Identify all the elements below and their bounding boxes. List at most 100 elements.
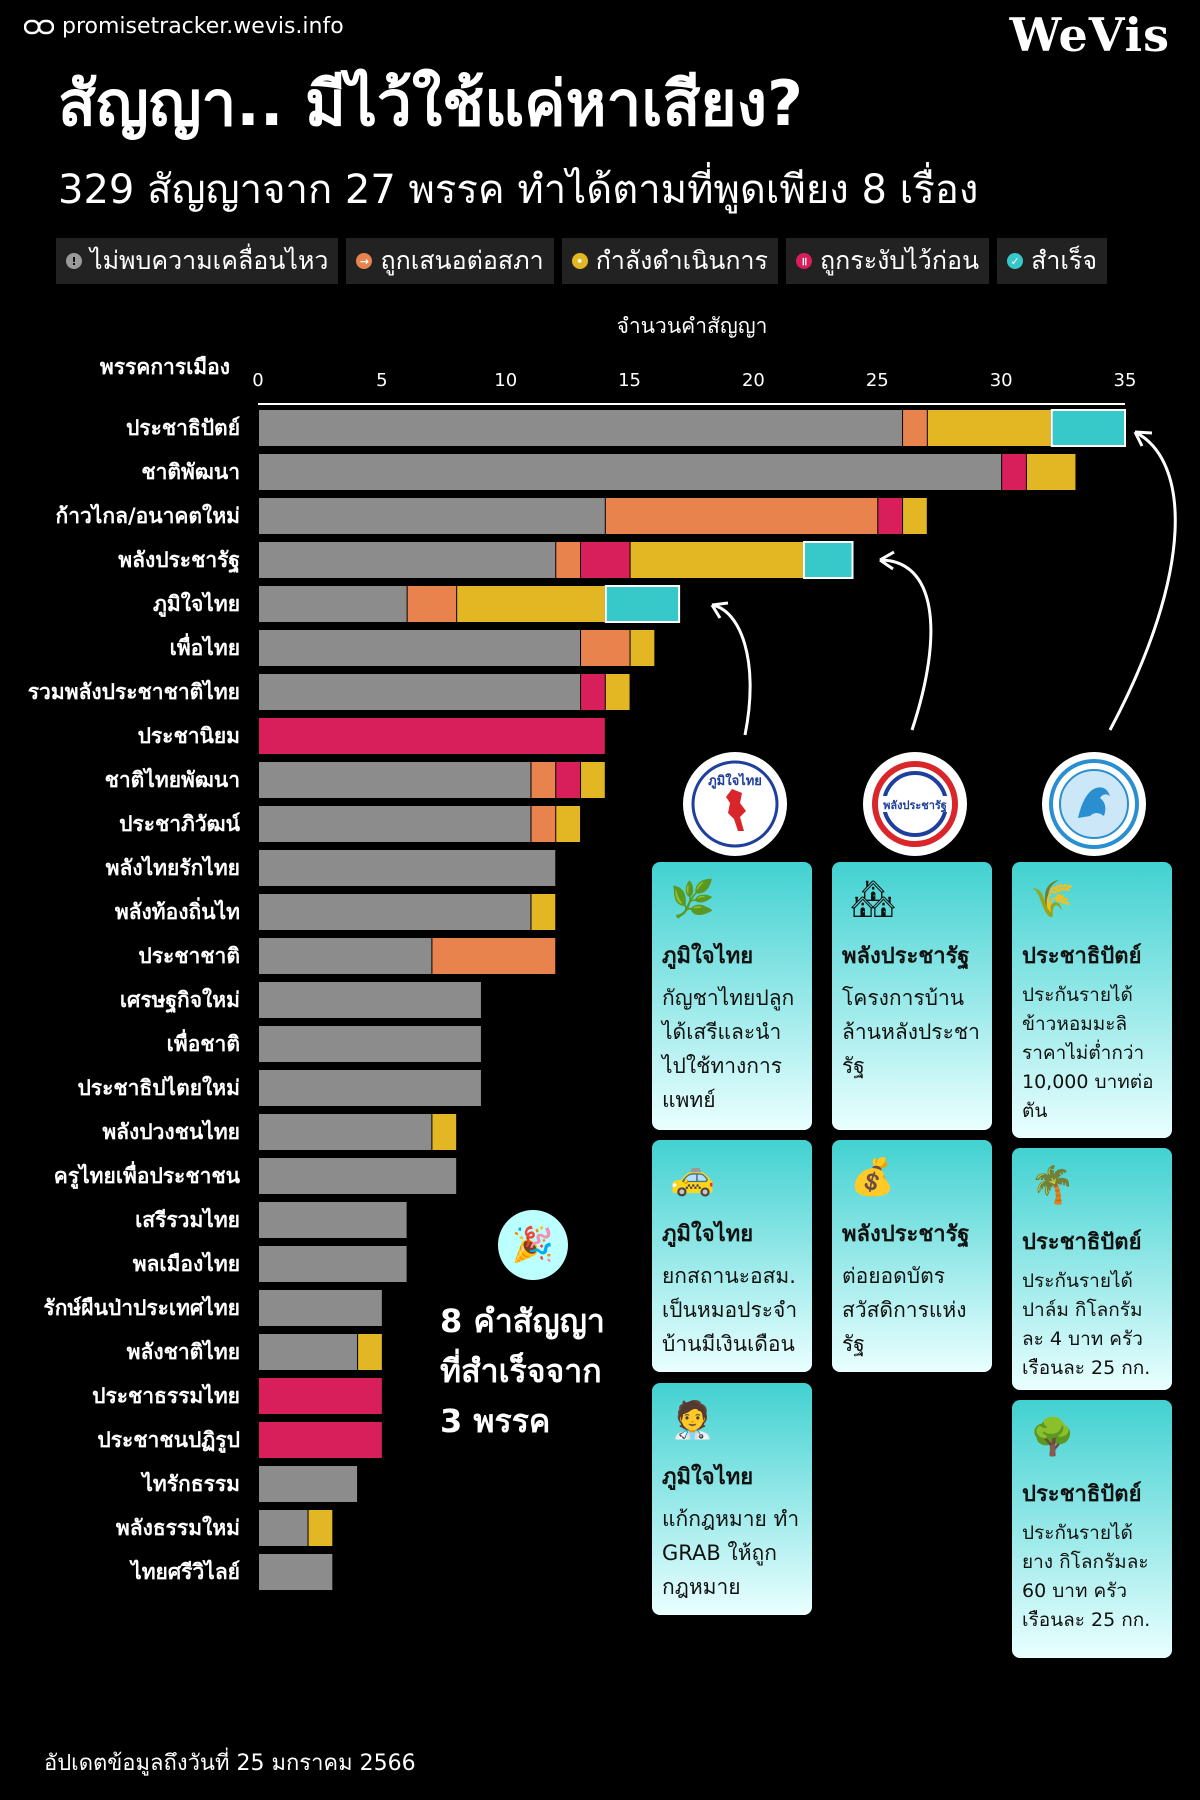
legend-item-success: ✓ สำเร็จ (997, 238, 1107, 284)
bar-segment (604, 585, 681, 623)
legend-label: ถูกระงับไว้ก่อน (820, 246, 980, 275)
bar-segment (259, 806, 531, 842)
card-party: ประชาธิปัตย์ (1022, 1482, 1142, 1507)
bar-segment (802, 541, 854, 579)
bar-segment (1050, 409, 1126, 447)
bars (259, 409, 1126, 1590)
legend-item-proposed: → ถูกเสนอต่อสภา (346, 238, 554, 284)
update-date: อัปเดตข้อมูลถึงวันที่ 25 มกราคม 2566 (44, 1751, 416, 1776)
category-label: พลเมืองไทย (133, 1251, 240, 1276)
promise-card: 🌳 ประชาธิปัตย์ ประกันรายได้ยาง กิโลกรัมล… (1012, 1400, 1172, 1658)
category-label: ประชาธรรมไทย (92, 1383, 240, 1408)
bar-segment (259, 1246, 407, 1282)
bar-segment (259, 1378, 382, 1414)
tree-icon: 🌳 (1030, 1417, 1075, 1458)
bar-segment (259, 718, 605, 754)
arrow-head (1133, 430, 1153, 447)
category-label: พลังท้องถิ่นไท (115, 896, 240, 924)
bar-segment (581, 542, 630, 578)
card-text: ประกันรายได้ข้าวหอมมะลิราคาไม่ต่ำกว่า 10… (1022, 984, 1154, 1122)
bar-segment (630, 630, 655, 666)
bar-segment (407, 586, 457, 622)
bar-segment (259, 454, 1002, 490)
rice-icon: 🌾 (1030, 879, 1075, 920)
x-tick-label: 30 (990, 370, 1013, 391)
legend-label: ไม่พบความเคลื่อนไหว (90, 246, 329, 275)
logo-text: พลังประชารัฐ (883, 799, 947, 813)
category-label: ชาติไทยพัฒนา (105, 767, 240, 792)
bar-segment (259, 894, 531, 930)
bar-segment (581, 630, 630, 666)
category-label: รวมพลังประชาชาติไทย (28, 679, 240, 704)
card-party: ภูมิใจไทย (662, 1465, 754, 1490)
bar-segment (878, 498, 903, 534)
palm-tree-icon: 🌴 (1030, 1165, 1075, 1206)
bar-segment (556, 806, 581, 842)
bar-segment (259, 1202, 407, 1238)
arrow-to-bhumjaithai (711, 603, 752, 736)
bar-segment (630, 542, 803, 578)
source-text: promisetracker.wevis.info (62, 14, 344, 39)
bar-segment (581, 674, 605, 710)
bar-segment (556, 762, 581, 798)
x-tick-label: 5 (376, 370, 387, 391)
bar-segment (308, 1510, 333, 1546)
category-label: รักษ์ผืนป่าประเทศไทย (43, 1295, 240, 1320)
category-label: ไทรักธรรม (140, 1471, 240, 1496)
democrat-logo (1042, 752, 1146, 856)
logo-text: ภูมิใจไทย (708, 772, 762, 789)
page-subtitle: 329 สัญญาจาก 27 พรรค ทำได้ตามที่พูดเพียง… (58, 167, 979, 213)
bar-segment (259, 1510, 308, 1546)
card-party: ภูมิใจไทย (662, 944, 754, 969)
stacked-bar-chart: จำนวนคำสัญญา พรรคการเมือง 0 5 10 15 20 25 30 35… (28, 314, 1177, 1590)
card-text: แก้กฎหมาย ทำ GRAB ให้ถูกกฎหมาย (662, 1507, 800, 1599)
legend: ! ไม่พบความเคลื่อนไหว → ถูกเสนอต่อสภา • … (56, 238, 1107, 284)
card-text: ประกันรายได้ปาล์ม กิโลกรัมละ 4 บาท ครัวเ… (1022, 1270, 1151, 1379)
category-label: เศรษฐกิจใหม่ (120, 987, 240, 1014)
category-label: พลังไทยรักไทย (106, 855, 240, 880)
page-title: สัญญา.. มีไว้ใช้แค่หาเสียง? (58, 67, 803, 140)
arrow-head (879, 550, 895, 571)
card-text: โครงการบ้านล้านหลังประชารัฐ (842, 986, 980, 1078)
promise-card: 🏘 พลังประชารัฐ โครงการบ้านล้านหลังประชาร… (832, 862, 992, 1130)
promise-card: 🧑‍⚕️ ภูมิใจไทย แก้กฎหมาย ทำ GRAB ให้ถูกก… (652, 1383, 812, 1615)
category-label: พลังปวงชนไทย (102, 1119, 240, 1144)
bar-segment (259, 1158, 457, 1194)
x-tick-label: 0 (252, 370, 263, 391)
alert-icon: ! (66, 253, 82, 269)
source-url[interactable]: promisetracker.wevis.info (24, 14, 344, 39)
promise-card: 💰 พลังประชารัฐ ต่อยอดบัตรสวัสดิการแห่งรั… (832, 1140, 992, 1372)
bar-segment (259, 982, 481, 1018)
bar-segment (259, 586, 407, 622)
card-party: พลังประชารัฐ (842, 1222, 970, 1247)
bar-segment (259, 850, 556, 886)
brand-logo: WeVis (1009, 8, 1170, 62)
category-label: ประชานิยม (138, 724, 240, 748)
bar-segment (358, 1334, 382, 1370)
bar-segment (531, 762, 556, 798)
promise-card: 🌾 ประชาธิปัตย์ ประกันรายได้ข้าวหอมมะลิรา… (1012, 862, 1172, 1138)
card-party: พลังประชารัฐ (842, 944, 970, 969)
bar-segment (581, 762, 605, 798)
taxi-icon: 🚕 (670, 1157, 715, 1198)
arrow-to-democrat (1108, 430, 1177, 731)
bar-segment (531, 806, 556, 842)
category-label: ประชาธิปัตย์ (126, 416, 240, 440)
bar-segment (259, 1466, 358, 1502)
bar-segment (259, 1554, 333, 1590)
bar-segment (259, 498, 605, 534)
democrat-emblem-icon (1049, 759, 1139, 849)
check-icon: ✓ (1007, 253, 1024, 269)
category-label: ประชาชาติ (138, 944, 240, 968)
bar-segment (605, 498, 878, 534)
x-axis-ticks: 0 5 10 15 20 25 30 35 (252, 370, 1136, 391)
money-bag-icon: 💰 (850, 1157, 895, 1198)
card-party: ประชาธิปัตย์ (1022, 1230, 1142, 1255)
bar-segment (259, 542, 556, 578)
x-tick-label: 35 (1114, 370, 1137, 391)
card-text: ยกสถานะอสม. เป็นหมอประจำบ้านมีเงินเดือน (662, 1264, 798, 1356)
bhumjaithai-logo: ภูมิใจไทย (683, 752, 787, 856)
category-label: ประชาธิปไตยใหม่ (77, 1075, 240, 1100)
bar-segment (432, 938, 556, 974)
pause-icon: ॥ (796, 253, 812, 269)
